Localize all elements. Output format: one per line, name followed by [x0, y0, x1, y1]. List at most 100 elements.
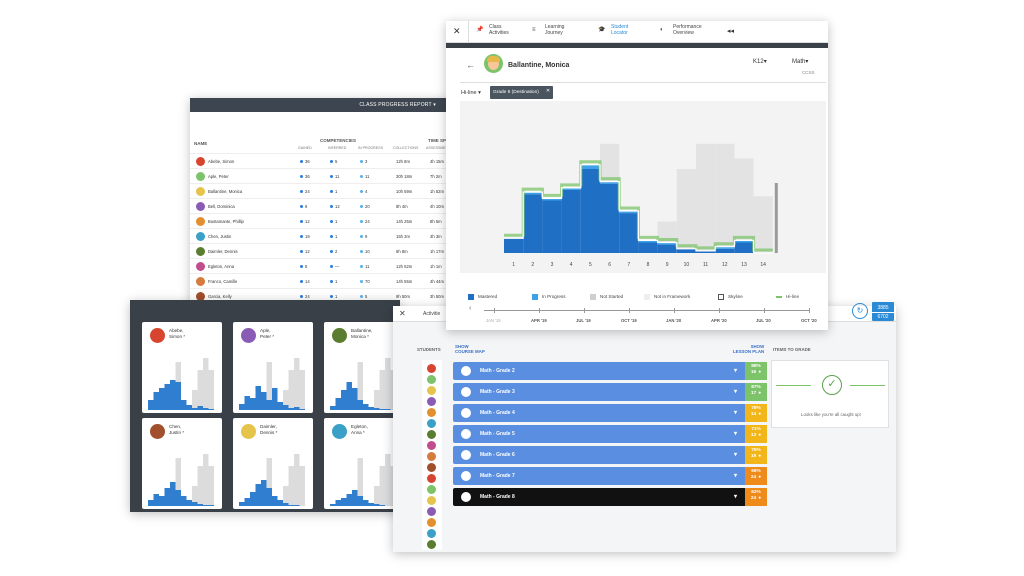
avatar[interactable] [427, 386, 436, 395]
close-icon[interactable]: ✕ [399, 309, 406, 318]
avatar [196, 202, 205, 211]
inprogress-value: 20 [365, 204, 370, 209]
course-row[interactable]: Math - Grade 8 ▾ 62% 24 ● [453, 488, 767, 506]
table-row[interactable]: Abebe, Simon 36 5 3 12h 8m 4h 15m [190, 153, 452, 168]
course-row[interactable]: Math - Grade 5 ▾ 71% 13 ● [453, 425, 767, 443]
show-lesson-plan-link[interactable]: SHOW LESSON PLAN [733, 344, 765, 354]
course-percent: 88% [751, 364, 761, 369]
student-card[interactable]: Egleton, Anna * [324, 418, 400, 509]
tab-overview[interactable]: ◐ Performance Overview [660, 24, 715, 40]
collapse-icon[interactable]: ◂◂ [727, 28, 735, 35]
chart-area: 1 2 3 4 5 6 7 8 9 10 11 12 13 14 [460, 101, 826, 273]
in-progress-dot-icon [360, 280, 363, 284]
table-row[interactable]: Daimler, Dennis 12 2 10 6h 8m 1h 17m [190, 243, 452, 258]
timeline-label: APR '19 [531, 318, 547, 323]
avatar[interactable] [427, 540, 436, 549]
course-row[interactable]: Math - Grade 2 ▾ 88% 16 ● [453, 362, 767, 380]
refresh-icon[interactable]: ↻ [852, 303, 868, 319]
legend-item: Hi-line [776, 294, 799, 299]
avatar[interactable] [427, 485, 436, 494]
mini-bar-mastered [288, 505, 294, 506]
show-course-map-link[interactable]: SHOW COURSE MAP [455, 344, 485, 354]
avatar[interactable] [427, 419, 436, 428]
table-row[interactable]: Bell, Dominica 6 12 20 8h 4m 4h 10m [190, 198, 452, 213]
table-row[interactable]: Bustamante, Phillip 12 1 24 14h 25m 8h 5m [190, 213, 452, 228]
student-card[interactable]: Aple, Peter * [233, 322, 313, 413]
view-select-value: Hi-line [461, 90, 477, 96]
chevron-down-icon[interactable]: ▾ [733, 368, 737, 374]
mastered-dot-icon [300, 265, 303, 269]
avatar[interactable] [427, 463, 436, 472]
avatar[interactable] [427, 474, 436, 483]
student-card[interactable]: Abebe, Simon * [142, 322, 222, 413]
avatar[interactable] [427, 529, 436, 538]
inprogress-value: 70 [365, 279, 370, 284]
avatar[interactable] [427, 430, 436, 439]
student-card-name: Aple, Peter * [260, 328, 275, 339]
subject-select[interactable]: Math▾ [792, 59, 809, 65]
mini-bar-mastered [352, 388, 358, 410]
avatar[interactable] [427, 364, 436, 373]
bar-in-progress [561, 187, 581, 190]
avatar[interactable] [427, 518, 436, 527]
mini-bar-mastered [277, 402, 283, 410]
course-row[interactable]: Math - Grade 6 ▾ 75% 19 ● [453, 446, 767, 464]
avatar[interactable] [427, 397, 436, 406]
inprogress-value: 11 [365, 264, 370, 269]
chevron-down-icon[interactable]: ▾ [733, 473, 737, 479]
avatar [241, 424, 256, 439]
assessment-time: 1h 52m [430, 189, 444, 194]
avatar[interactable] [427, 441, 436, 450]
course-row[interactable]: Math - Grade 7 ▾ 66% 24 ● [453, 467, 767, 485]
avatar[interactable] [427, 375, 436, 384]
table-row[interactable]: Egleton, Anna 5 — 11 12h 52m 1h 1m [190, 258, 452, 273]
tab-activities[interactable]: 📌 Class Activities [476, 24, 531, 40]
remove-icon[interactable]: ✕ [545, 89, 550, 94]
table-row[interactable]: Aple, Peter 36 11 11 30h 18m 7h 2m [190, 168, 452, 183]
chevron-down-icon[interactable]: ▾ [733, 452, 737, 458]
student-card[interactable]: Daimler, Dennis * [233, 418, 313, 509]
avatar [150, 328, 165, 343]
table-row[interactable]: Garcia, Kelly 24 1 5 9h 50m 3h 50m [190, 288, 452, 303]
mini-bar-mastered [385, 409, 391, 410]
timeline-prev-icon[interactable]: ‹ [469, 305, 472, 312]
inprogress-cell: 11 [360, 174, 369, 179]
avatar[interactable] [427, 408, 436, 417]
class-progress-header[interactable]: CLASS PROGRESS REPORT ▾ [190, 98, 452, 112]
view-select[interactable]: Hi-line ▾ [461, 90, 481, 96]
tab-journey[interactable]: ≡ Learning Journey [532, 24, 587, 40]
mini-bar-mastered [363, 500, 369, 506]
course-row[interactable]: Math - Grade 4 ▾ 78% 14 ● [453, 404, 767, 422]
avatar[interactable] [427, 507, 436, 516]
course-count: 17 ● [745, 391, 767, 397]
close-icon[interactable]: ✕ [453, 26, 461, 36]
course-count-value: 16 [750, 370, 757, 375]
activities-tab[interactable]: Activitie [423, 311, 441, 317]
course-row[interactable]: Math - Grade 3 ▾ 87% 17 ● [453, 383, 767, 401]
mastered-dot-icon [300, 160, 303, 164]
chevron-down-icon[interactable]: ▾ [733, 389, 737, 395]
bar-mastered [523, 194, 543, 253]
student-name: Egleton, Anna [208, 264, 235, 269]
avatar[interactable] [427, 452, 436, 461]
legend-swatch-icon [718, 294, 724, 300]
score-badge[interactable]: 3885 6702 [872, 302, 894, 321]
student-card[interactable]: Chen, Justin * [142, 418, 222, 509]
tab-label: Class Activities [489, 24, 509, 36]
chevron-down-icon[interactable]: ▾ [733, 410, 737, 416]
chevron-down-icon[interactable]: ▾ [733, 431, 737, 437]
grade-select[interactable]: K12▾ [753, 59, 767, 65]
flag-icon [461, 387, 471, 397]
avatar[interactable] [427, 496, 436, 505]
chevron-down-icon[interactable]: ▾ [733, 494, 737, 500]
tab-locator[interactable]: 🎓 Student Locator [598, 24, 653, 40]
table-row[interactable]: Franco, Camille 14 1 70 14h 55m 4h 44m [190, 273, 452, 288]
destination-chip[interactable]: Grade 8 (Destination) ✕ [490, 86, 553, 99]
back-arrow-icon[interactable]: ← [466, 60, 475, 70]
sub-gained: GAINED [298, 146, 312, 150]
mini-bar-mastered [153, 494, 159, 506]
divider [460, 82, 826, 83]
student-card[interactable]: Ballantine, Monica * [324, 322, 400, 413]
table-row[interactable]: Chen, Justin 19 1 9 15h 3m 3h 3m [190, 228, 452, 243]
table-row[interactable]: Ballantine, Monica 24 1 4 10h 59m 1h 52m [190, 183, 452, 198]
